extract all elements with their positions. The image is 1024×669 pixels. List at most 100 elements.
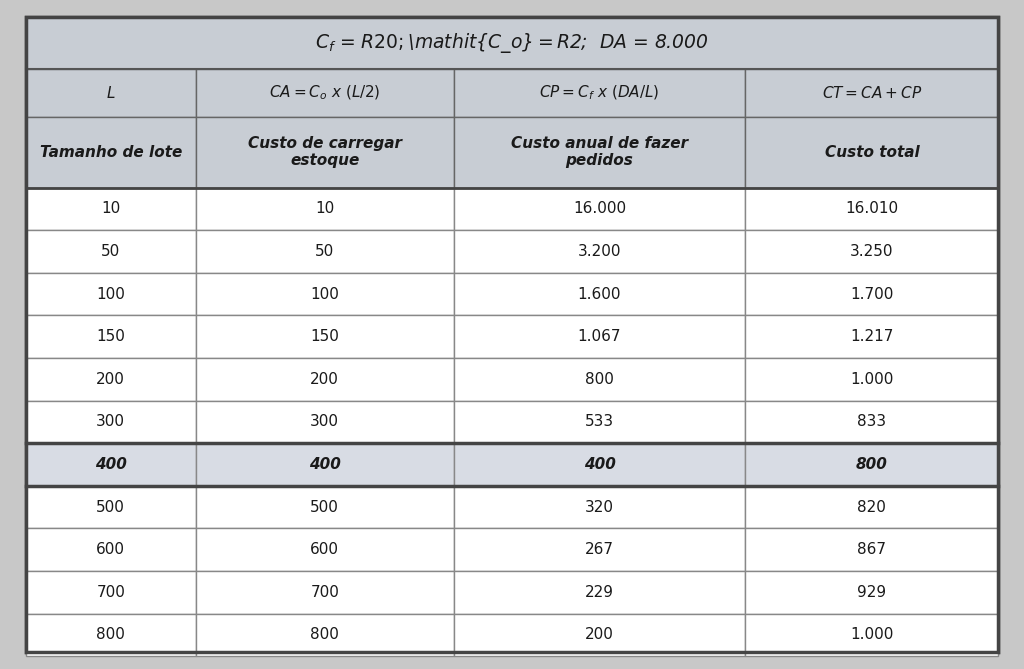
Bar [196, 69, 454, 116]
Text: 10: 10 [101, 201, 121, 217]
Bar [196, 443, 454, 486]
Bar [196, 613, 454, 656]
Bar [196, 358, 454, 401]
Bar [26, 613, 196, 656]
Bar [745, 188, 998, 230]
Text: 300: 300 [310, 414, 339, 429]
Bar [454, 116, 745, 188]
Text: 150: 150 [96, 329, 125, 345]
Bar [454, 443, 745, 486]
Text: 16.000: 16.000 [573, 201, 626, 217]
Bar [26, 443, 196, 486]
Text: $\mathit{L}$: $\mathit{L}$ [105, 85, 116, 100]
Text: 800: 800 [96, 628, 125, 642]
Bar [26, 230, 196, 273]
Text: 50: 50 [315, 244, 335, 259]
Bar [26, 571, 196, 613]
Bar [26, 116, 196, 188]
Text: 533: 533 [585, 414, 614, 429]
Text: 833: 833 [857, 414, 887, 429]
Bar [454, 358, 745, 401]
Text: 1.067: 1.067 [578, 329, 622, 345]
Bar [454, 529, 745, 571]
Bar [745, 230, 998, 273]
Bar [454, 188, 745, 230]
Text: 800: 800 [310, 628, 339, 642]
Text: 700: 700 [310, 585, 339, 599]
Text: 1.217: 1.217 [850, 329, 894, 345]
Bar [745, 486, 998, 529]
Bar [26, 529, 196, 571]
Text: 1.000: 1.000 [850, 628, 894, 642]
Text: 800: 800 [856, 457, 888, 472]
Text: 3.200: 3.200 [578, 244, 622, 259]
Bar [196, 571, 454, 613]
Bar [745, 613, 998, 656]
Bar [196, 116, 454, 188]
Bar [26, 69, 196, 116]
Text: 229: 229 [585, 585, 614, 599]
Text: $\mathit{CP = C_f}$ x $\mathit{(DA/L)}$: $\mathit{CP = C_f}$ x $\mathit{(DA/L)}$ [540, 84, 659, 102]
Bar [745, 273, 998, 316]
Text: 267: 267 [585, 542, 614, 557]
Bar [454, 230, 745, 273]
Text: 100: 100 [310, 286, 339, 302]
Bar [26, 17, 998, 69]
Text: 400: 400 [584, 457, 615, 472]
Text: 1.600: 1.600 [578, 286, 622, 302]
Bar [26, 188, 196, 230]
Text: 16.010: 16.010 [846, 201, 898, 217]
Bar [454, 316, 745, 358]
Bar [196, 486, 454, 529]
Bar [454, 273, 745, 316]
Text: 3.250: 3.250 [850, 244, 894, 259]
Text: Tamanho de lote: Tamanho de lote [40, 145, 182, 160]
Text: 400: 400 [309, 457, 341, 472]
Bar [745, 116, 998, 188]
Text: $\mathit{C_f}$ = R$ 20;  $\mathit{C_o}$ = R$2;  $\mathit{DA}$ = 8.000: $\mathit{C_f}$ = R$ 20; $\mathit{C_o}$ =… [315, 31, 709, 55]
Bar [196, 188, 454, 230]
Text: 500: 500 [310, 500, 339, 514]
Text: 320: 320 [585, 500, 614, 514]
Text: Custo anual de fazer
pedidos: Custo anual de fazer pedidos [511, 136, 688, 169]
Bar [745, 401, 998, 443]
Bar [196, 316, 454, 358]
Bar [454, 571, 745, 613]
Text: 400: 400 [95, 457, 127, 472]
Bar [196, 529, 454, 571]
Bar [745, 529, 998, 571]
Bar [196, 273, 454, 316]
Bar [745, 443, 998, 486]
Text: 800: 800 [585, 372, 614, 387]
Bar [454, 69, 745, 116]
Text: 300: 300 [96, 414, 125, 429]
Bar [26, 486, 196, 529]
Bar [745, 571, 998, 613]
Text: 50: 50 [101, 244, 121, 259]
Bar [745, 358, 998, 401]
Text: 867: 867 [857, 542, 887, 557]
Text: 700: 700 [96, 585, 125, 599]
Bar [26, 273, 196, 316]
Bar [454, 486, 745, 529]
Text: 500: 500 [96, 500, 125, 514]
Text: 1.000: 1.000 [850, 372, 894, 387]
Bar [26, 401, 196, 443]
Bar [745, 69, 998, 116]
Text: 100: 100 [96, 286, 125, 302]
Text: Custo de carregar
estoque: Custo de carregar estoque [248, 136, 401, 169]
Bar [454, 613, 745, 656]
Text: 200: 200 [585, 628, 614, 642]
Text: 600: 600 [310, 542, 339, 557]
Bar [745, 316, 998, 358]
Text: 200: 200 [310, 372, 339, 387]
Text: 600: 600 [96, 542, 125, 557]
Bar [26, 316, 196, 358]
Text: $\mathit{CT = CA + CP}$: $\mathit{CT = CA + CP}$ [822, 85, 922, 100]
Text: 1.700: 1.700 [850, 286, 894, 302]
Bar [196, 230, 454, 273]
Text: 929: 929 [857, 585, 887, 599]
Bar [454, 401, 745, 443]
Text: Custo total: Custo total [824, 145, 920, 160]
Bar [196, 401, 454, 443]
